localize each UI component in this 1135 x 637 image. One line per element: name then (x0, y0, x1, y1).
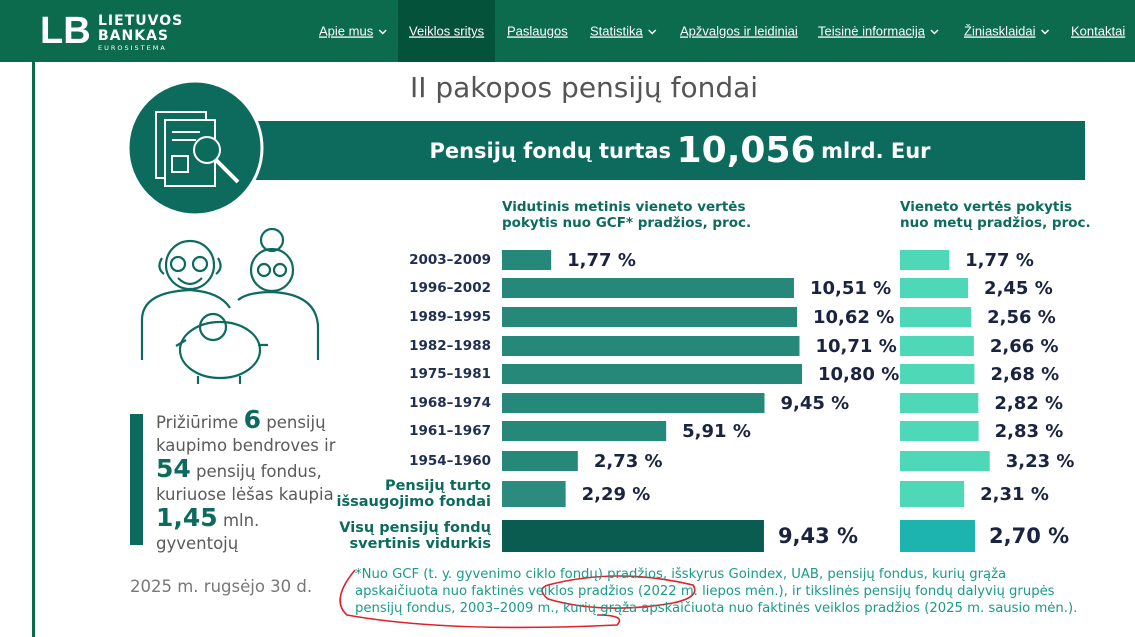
value-label: 2,82 % (994, 393, 1063, 414)
value-label: 1,77 % (567, 250, 636, 271)
bar (502, 421, 667, 441)
value-label: 2,56 % (987, 307, 1056, 328)
stats-number: 54 (156, 454, 191, 483)
nav-chevron (1041, 29, 1050, 35)
value-label: 2,68 % (990, 364, 1059, 385)
value-label: 2,66 % (990, 336, 1059, 357)
banner-label: Pensijų fondų turtas (429, 139, 671, 163)
banner-unit: mlrd. Eur (821, 139, 931, 163)
banner (175, 121, 1085, 180)
nav-link[interactable]: Apžvalgos ir leidiniai (680, 23, 798, 38)
bar (900, 451, 990, 471)
header-bar (0, 0, 1135, 62)
value-label: 2,73 % (594, 451, 663, 472)
stats-phrase: mln. gyventojų (156, 511, 260, 553)
category-label: Visų pensijų fondų svertinis vidurkis (339, 520, 491, 552)
bar (502, 336, 800, 356)
category-label: 1961–1967 (409, 423, 491, 439)
value-label: 2,45 % (984, 278, 1053, 299)
stats-number: 1,45 (156, 503, 218, 532)
footnote: *Nuo GCF (t. y. gyvenimo ciklo fondų) pr… (355, 567, 1078, 616)
category-label: 1989–1995 (409, 309, 491, 325)
value-label: 10,51 % (810, 278, 891, 299)
value-label: 1,77 % (965, 250, 1034, 271)
value-label: 2,31 % (980, 484, 1049, 505)
value-label: 10,71 % (816, 336, 897, 357)
stats-phrase: pensijų kaupimo bendroves ir (156, 413, 336, 455)
nav-link[interactable]: Žiniasklaidai (964, 23, 1036, 38)
stats-text: Prižiūrime 6 pensijų kaupimo bendroves i… (156, 405, 341, 555)
nav-link[interactable]: Apie mus (319, 23, 374, 38)
nav-link[interactable]: Kontaktai (1071, 23, 1125, 38)
category-label: 2003–2009 (409, 252, 491, 268)
category-label: 1954–1960 (409, 453, 491, 469)
stats-number: 6 (243, 405, 261, 434)
bar (900, 278, 969, 298)
nav-link[interactable]: Teisinė informacija (818, 23, 926, 38)
nav-chevron (930, 29, 939, 35)
logo-text: BANKAS (98, 28, 169, 44)
nav-link[interactable]: Veiklos sritys (409, 23, 485, 38)
banner-amount: 10,056 (677, 130, 816, 171)
logo-text: LIETUVOS (98, 13, 183, 29)
document-icon (155, 111, 240, 187)
stats-phrase: Prižiūrime (156, 413, 239, 432)
category-label: 1975–1981 (409, 366, 491, 382)
stats-phrase: pensijų fondus, kuriuose lėšas kaupia (156, 462, 334, 504)
bar (900, 307, 972, 327)
bar (502, 393, 765, 413)
value-label: 2,70 % (989, 524, 1069, 548)
nav-chevron (648, 29, 657, 35)
banner-text: Pensijų fondų turtas 10,056 mlrd. Eur (429, 130, 931, 171)
category-label: 1996–2002 (409, 280, 491, 296)
side-rule (32, 62, 35, 637)
bar (900, 336, 974, 356)
bar (502, 278, 794, 298)
value-label: 10,62 % (813, 307, 894, 328)
value-label: 2,83 % (995, 421, 1064, 442)
category-label: 1982–1988 (409, 338, 491, 354)
bar (502, 364, 802, 384)
bar (900, 481, 965, 507)
bar (900, 250, 950, 270)
date: 2025 m. rugsėjo 30 d. (130, 577, 313, 596)
bar (900, 520, 975, 552)
nav-active-bg (398, 0, 495, 62)
bar (502, 451, 578, 471)
logo-mark: LB (40, 10, 91, 52)
red-annotation (339, 569, 696, 629)
nav-chevron (378, 29, 387, 35)
bar (502, 520, 764, 552)
value-label: 9,45 % (781, 393, 850, 414)
value-label: 3,23 % (1006, 451, 1075, 472)
stats-rule (130, 414, 143, 545)
bar (502, 307, 797, 327)
logo-subtext: EUROSISTEMA (98, 44, 167, 52)
nav-link[interactable]: Paslaugos (507, 23, 568, 38)
people-illustration (140, 227, 320, 384)
bar (900, 364, 975, 384)
chart-title: Vieneto vertės pokytis nuo metų pradžios… (900, 199, 1091, 231)
bar (502, 250, 552, 270)
chart-title: Vidutinis metinis vieneto vertės pokytis… (502, 199, 752, 231)
category-label: Pensijų turto išsaugojimo fondai (336, 478, 491, 510)
nav-link[interactable]: Statistika (590, 23, 644, 38)
bar (502, 481, 566, 507)
bar (900, 421, 979, 441)
value-label: 9,43 % (778, 524, 858, 548)
value-label: 10,80 % (818, 364, 899, 385)
value-label: 5,91 % (682, 421, 751, 442)
page-title: II pakopos pensijų fondai (410, 71, 758, 104)
value-label: 2,29 % (582, 484, 651, 505)
category-label: 1968–1974 (409, 395, 491, 411)
bar (900, 393, 979, 413)
